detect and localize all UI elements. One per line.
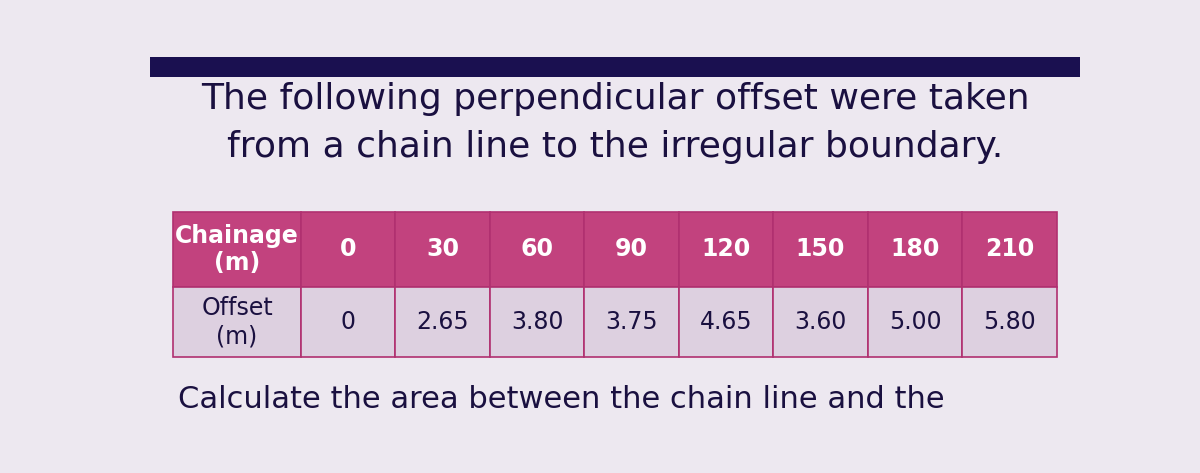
FancyBboxPatch shape bbox=[962, 287, 1057, 357]
FancyBboxPatch shape bbox=[395, 287, 490, 357]
Text: 0: 0 bbox=[340, 237, 356, 262]
FancyBboxPatch shape bbox=[301, 287, 395, 357]
Text: 3.60: 3.60 bbox=[794, 310, 847, 334]
FancyBboxPatch shape bbox=[962, 211, 1057, 287]
Text: 120: 120 bbox=[702, 237, 751, 262]
FancyBboxPatch shape bbox=[584, 211, 679, 287]
FancyBboxPatch shape bbox=[868, 211, 962, 287]
FancyBboxPatch shape bbox=[584, 287, 679, 357]
Text: 0: 0 bbox=[341, 310, 355, 334]
Text: 5.80: 5.80 bbox=[983, 310, 1036, 334]
Text: 150: 150 bbox=[796, 237, 845, 262]
FancyBboxPatch shape bbox=[490, 287, 584, 357]
FancyBboxPatch shape bbox=[395, 211, 490, 287]
FancyBboxPatch shape bbox=[679, 211, 773, 287]
FancyBboxPatch shape bbox=[773, 211, 868, 287]
FancyBboxPatch shape bbox=[173, 287, 301, 357]
FancyBboxPatch shape bbox=[490, 211, 584, 287]
Text: 30: 30 bbox=[426, 237, 460, 262]
Text: 3.75: 3.75 bbox=[605, 310, 658, 334]
FancyBboxPatch shape bbox=[150, 57, 1080, 77]
Text: Chainage
(m): Chainage (m) bbox=[175, 224, 299, 275]
FancyBboxPatch shape bbox=[868, 287, 962, 357]
FancyBboxPatch shape bbox=[301, 211, 395, 287]
Text: 180: 180 bbox=[890, 237, 940, 262]
FancyBboxPatch shape bbox=[773, 287, 868, 357]
Text: Offset
(m): Offset (m) bbox=[202, 297, 272, 348]
Text: 2.65: 2.65 bbox=[416, 310, 469, 334]
Text: 60: 60 bbox=[521, 237, 553, 262]
FancyBboxPatch shape bbox=[679, 287, 773, 357]
Text: The following perpendicular offset were taken
from a chain line to the irregular: The following perpendicular offset were … bbox=[200, 82, 1030, 164]
Text: Calculate the area between the chain line and the: Calculate the area between the chain lin… bbox=[178, 385, 944, 414]
Text: 210: 210 bbox=[985, 237, 1034, 262]
Text: 5.00: 5.00 bbox=[889, 310, 941, 334]
Text: 90: 90 bbox=[616, 237, 648, 262]
Text: 4.65: 4.65 bbox=[700, 310, 752, 334]
Text: 3.80: 3.80 bbox=[511, 310, 563, 334]
FancyBboxPatch shape bbox=[173, 211, 301, 287]
